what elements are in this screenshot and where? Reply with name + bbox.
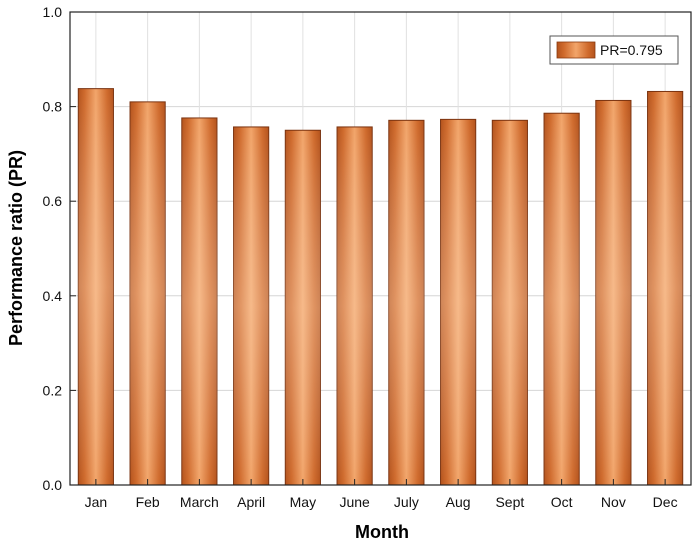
legend-label: PR=0.795 xyxy=(600,42,663,58)
x-tick-label: April xyxy=(237,494,265,510)
x-tick-label: Feb xyxy=(136,494,160,510)
bar-sheen xyxy=(595,100,631,486)
bar-sheen xyxy=(647,91,683,486)
x-tick-label: March xyxy=(180,494,219,510)
bar-sheen xyxy=(233,126,269,486)
y-axis-ticks: 0.0 0.2 0.4 0.6 0.8 1.0 xyxy=(43,4,76,493)
legend: PR=0.795 xyxy=(549,35,679,65)
y-axis-title: Performance ratio (PR) xyxy=(6,150,26,346)
bar-sheen xyxy=(544,113,580,486)
plot-frame xyxy=(69,11,692,486)
bar-sheen xyxy=(285,130,321,485)
x-axis-ticks: Jan Feb March April May June July Aug Sept Oct Nov… xyxy=(85,479,678,510)
legend-swatch xyxy=(556,41,596,59)
y-tick-label: 0.2 xyxy=(43,382,63,398)
x-tick-label: Oct xyxy=(551,494,573,510)
bars xyxy=(77,88,684,486)
x-tick-label: Aug xyxy=(446,494,471,510)
bar-sheen xyxy=(440,119,476,485)
x-tick-label: July xyxy=(394,494,419,510)
y-tick-label: 0.0 xyxy=(43,477,63,493)
x-tick-label: Dec xyxy=(653,494,678,510)
y-tick-label: 0.6 xyxy=(43,193,63,209)
x-tick-label: Nov xyxy=(601,494,626,510)
bar-sheen xyxy=(181,117,217,486)
y-tick-label: 0.8 xyxy=(43,99,63,115)
x-tick-label: Jan xyxy=(85,494,108,510)
x-axis-title: Month xyxy=(355,522,409,542)
x-tick-label: May xyxy=(290,494,316,510)
x-tick-label: Sept xyxy=(495,494,524,510)
bar-sheen xyxy=(492,120,528,485)
bar-sheen xyxy=(78,88,114,485)
x-tick-label: June xyxy=(339,494,370,510)
bar-sheen xyxy=(337,126,373,486)
y-tick-label: 1.0 xyxy=(43,4,63,20)
y-tick-label: 0.4 xyxy=(43,288,63,304)
bar-sheen xyxy=(130,101,166,486)
bar-sheen xyxy=(388,120,424,485)
